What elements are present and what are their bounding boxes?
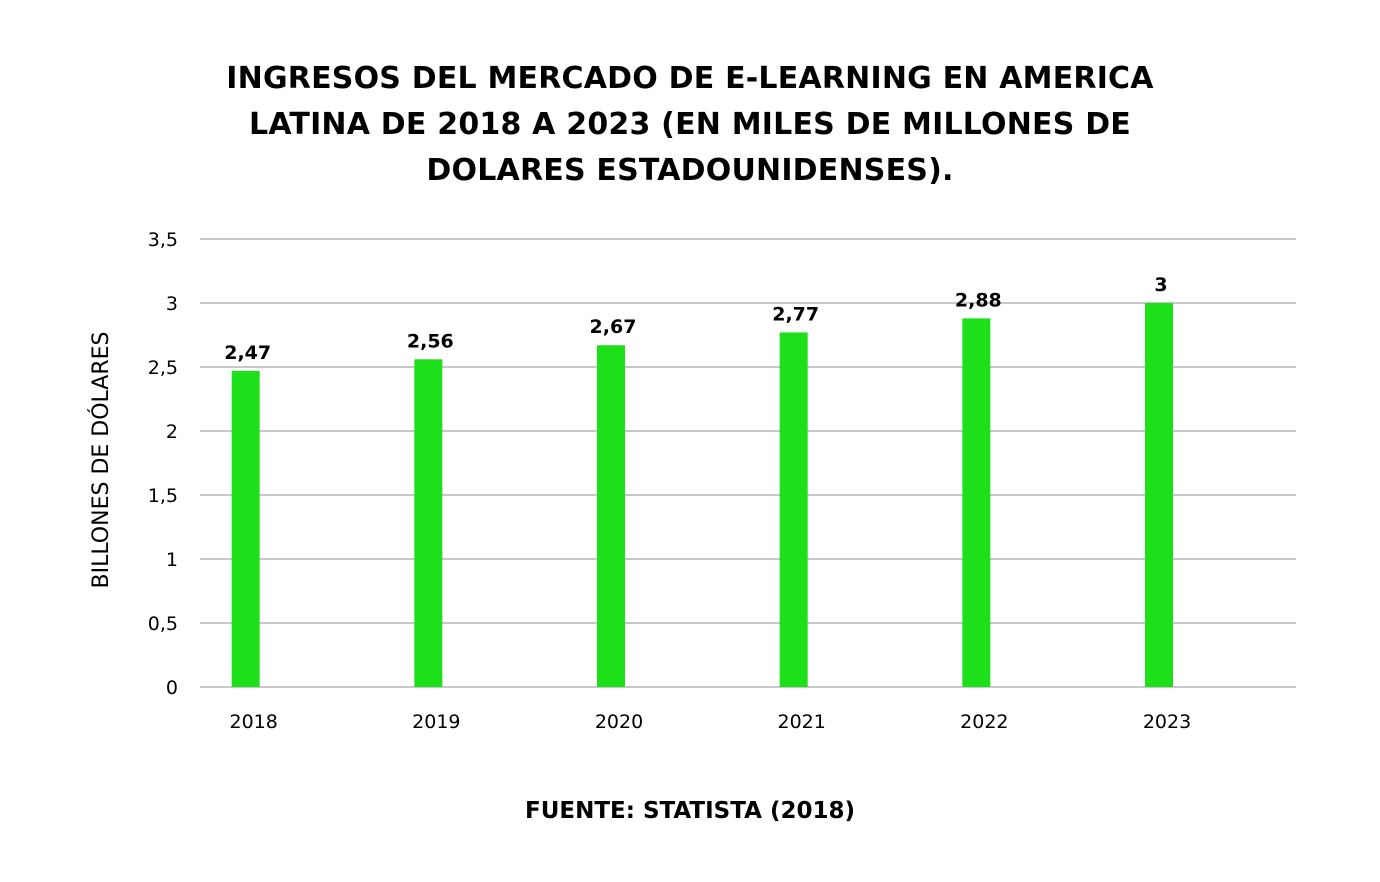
y-tick-label: 0,5 xyxy=(148,613,178,635)
y-tick-label: 1,5 xyxy=(148,485,178,507)
gridlines xyxy=(200,238,1296,688)
bar-2019 xyxy=(414,359,443,687)
data-label-2020: 2,67 xyxy=(590,316,637,338)
y-tick-label: 2 xyxy=(166,421,178,443)
data-label-2022: 2,88 xyxy=(955,289,1002,311)
y-axis-ticks: 0 0,5 1 1,5 2 2,5 3 3,5 xyxy=(148,229,178,699)
y-tick-label: 0 xyxy=(166,677,178,699)
y-tick-label: 3,5 xyxy=(148,229,178,251)
data-label-2018: 2,47 xyxy=(224,342,271,364)
source-note: FUENTE: STATISTA (2018) xyxy=(525,798,855,824)
bar-2022 xyxy=(962,318,991,687)
x-tick-label-2018: 2018 xyxy=(229,711,277,733)
x-tick-label-2021: 2021 xyxy=(777,711,825,733)
y-axis-label: BILLONES DE DÓLARES xyxy=(88,332,114,589)
bar-2023 xyxy=(1145,303,1173,687)
x-axis-ticks: 2018 2019 2020 2021 2022 2023 xyxy=(229,711,1191,733)
data-label-2021: 2,77 xyxy=(772,303,819,325)
x-tick-label-2019: 2019 xyxy=(412,711,460,733)
x-tick-label-2022: 2022 xyxy=(960,711,1008,733)
chart-title: INGRESOS DEL MERCADO DE E-LEARNING EN AM… xyxy=(226,61,1154,188)
bars xyxy=(231,303,1173,687)
bar-2020 xyxy=(597,345,625,687)
bar-2021 xyxy=(779,332,808,687)
y-tick-label: 1 xyxy=(166,549,178,571)
x-tick-label-2020: 2020 xyxy=(595,711,643,733)
bar-2018 xyxy=(231,370,260,687)
x-tick-label-2023: 2023 xyxy=(1143,711,1191,733)
data-label-2019: 2,56 xyxy=(407,330,454,352)
y-tick-label: 2,5 xyxy=(148,357,178,379)
y-tick-label: 3 xyxy=(166,293,178,315)
data-label-2023: 3 xyxy=(1154,274,1167,296)
data-labels: 2,47 2,56 2,67 2,77 2,88 3 xyxy=(224,274,1167,364)
